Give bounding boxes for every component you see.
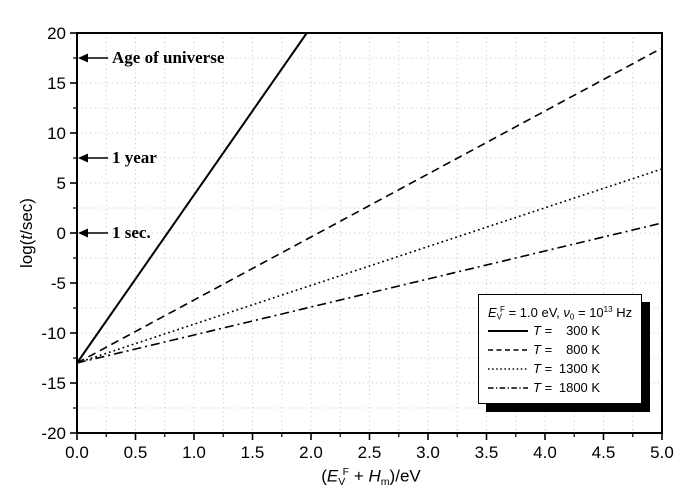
legend-equals: = [540, 361, 556, 376]
x-tick-label: 4.0 [533, 443, 557, 462]
label-part: /sec) [17, 198, 36, 235]
legend-temp-value: 800 [566, 342, 588, 357]
label-part: Hz [612, 304, 633, 320]
y-tick-label: 20 [47, 24, 66, 43]
legend-line-swatch-dotted [488, 367, 528, 370]
legend-entry-1300k: T = 1300 K [488, 359, 632, 378]
label-part: H [368, 466, 381, 486]
y-axis-label: log(t/sec) [17, 198, 37, 268]
x-tick-label: 5.0 [650, 443, 674, 462]
legend-symbol: T [533, 342, 541, 357]
legend-unit: K [587, 361, 601, 376]
annotation-arrow-head [78, 53, 88, 63]
series-line-1300K [76, 168, 663, 364]
legend-temp-value: 1800 [558, 380, 588, 395]
series-line-800K [76, 47, 663, 364]
label-part: m [380, 476, 390, 488]
label-part: ν [563, 304, 570, 320]
legend-symbol: T [533, 323, 541, 338]
legend-entry-1800k: T = 1800 K [488, 378, 632, 397]
legend-line-swatch-dashed [488, 348, 528, 351]
x-tick-label: 3.5 [475, 443, 499, 462]
x-tick-label: 1.5 [241, 443, 265, 462]
y-tick-label: -20 [41, 424, 66, 443]
legend-temp-value: 300 [566, 323, 588, 338]
y-tick-label: 15 [47, 74, 66, 93]
label-part: V [496, 312, 503, 322]
y-tick-label: -15 [41, 374, 66, 393]
legend-symbol: T [533, 380, 541, 395]
label-part: = 10 [574, 304, 604, 320]
label-part: 13 [603, 305, 613, 314]
label-part: )/eV [389, 466, 421, 486]
legend-entry-800k: T = 800 K [488, 340, 632, 359]
label-part: t [17, 234, 36, 240]
label-part: F [342, 466, 350, 478]
y-tick-label: 0 [57, 224, 66, 243]
label-part: E [488, 304, 497, 320]
annotation-1-sec: 1 sec. [112, 223, 151, 242]
y-tick-label: -10 [41, 324, 66, 343]
legend-title: EVF = 1.0 eV, ν0 = 1013 Hz [488, 299, 633, 322]
x-axis-label: (EVF + Hm)/eV [321, 466, 420, 488]
series-line-1800K [76, 222, 663, 364]
annotation-age-of-universe: Age of universe [112, 48, 225, 67]
x-tick-label: 0.0 [65, 443, 89, 462]
label-part: + [349, 466, 369, 486]
legend-entry-300k: T = 300 K [488, 321, 632, 340]
annotation-arrow-head [78, 153, 88, 163]
x-tick-label: 3.0 [416, 443, 440, 462]
x-tick-label: 2.0 [299, 443, 323, 462]
series-line-300K [76, 32, 308, 364]
legend-unit: K [587, 342, 601, 357]
x-tick-label: 4.5 [592, 443, 616, 462]
legend-symbol: T [533, 361, 541, 376]
annotation-1-year: 1 year [112, 148, 157, 167]
label-part: log( [17, 239, 36, 268]
y-tick-label: 5 [57, 174, 66, 193]
label-part: V [338, 476, 346, 488]
legend-temp-value: 1300 [558, 361, 588, 376]
x-tick-label: 1.0 [182, 443, 206, 462]
x-tick-label: 2.5 [358, 443, 382, 462]
legend-equals: = [540, 380, 556, 395]
legend-equals: = [540, 342, 556, 357]
y-tick-label: 10 [47, 124, 66, 143]
annotation-arrow-head [78, 228, 88, 238]
legend-unit: K [587, 380, 601, 395]
label-part: F [500, 305, 505, 314]
legend-unit: K [587, 323, 601, 338]
label-part: = 1.0 eV, [504, 304, 564, 320]
legend-equals: = [540, 323, 556, 338]
legend-line-swatch-dash-dot [488, 386, 528, 389]
x-tick-label: 0.5 [124, 443, 148, 462]
legend-box: EVF = 1.0 eV, ν0 = 1013 Hz T = 300 K T =… [478, 294, 643, 404]
y-tick-label: -5 [51, 274, 66, 293]
legend-line-swatch-solid [488, 329, 528, 332]
label-part: E [326, 466, 339, 486]
label-part: 0 [569, 312, 575, 322]
label-part: ( [321, 466, 327, 486]
